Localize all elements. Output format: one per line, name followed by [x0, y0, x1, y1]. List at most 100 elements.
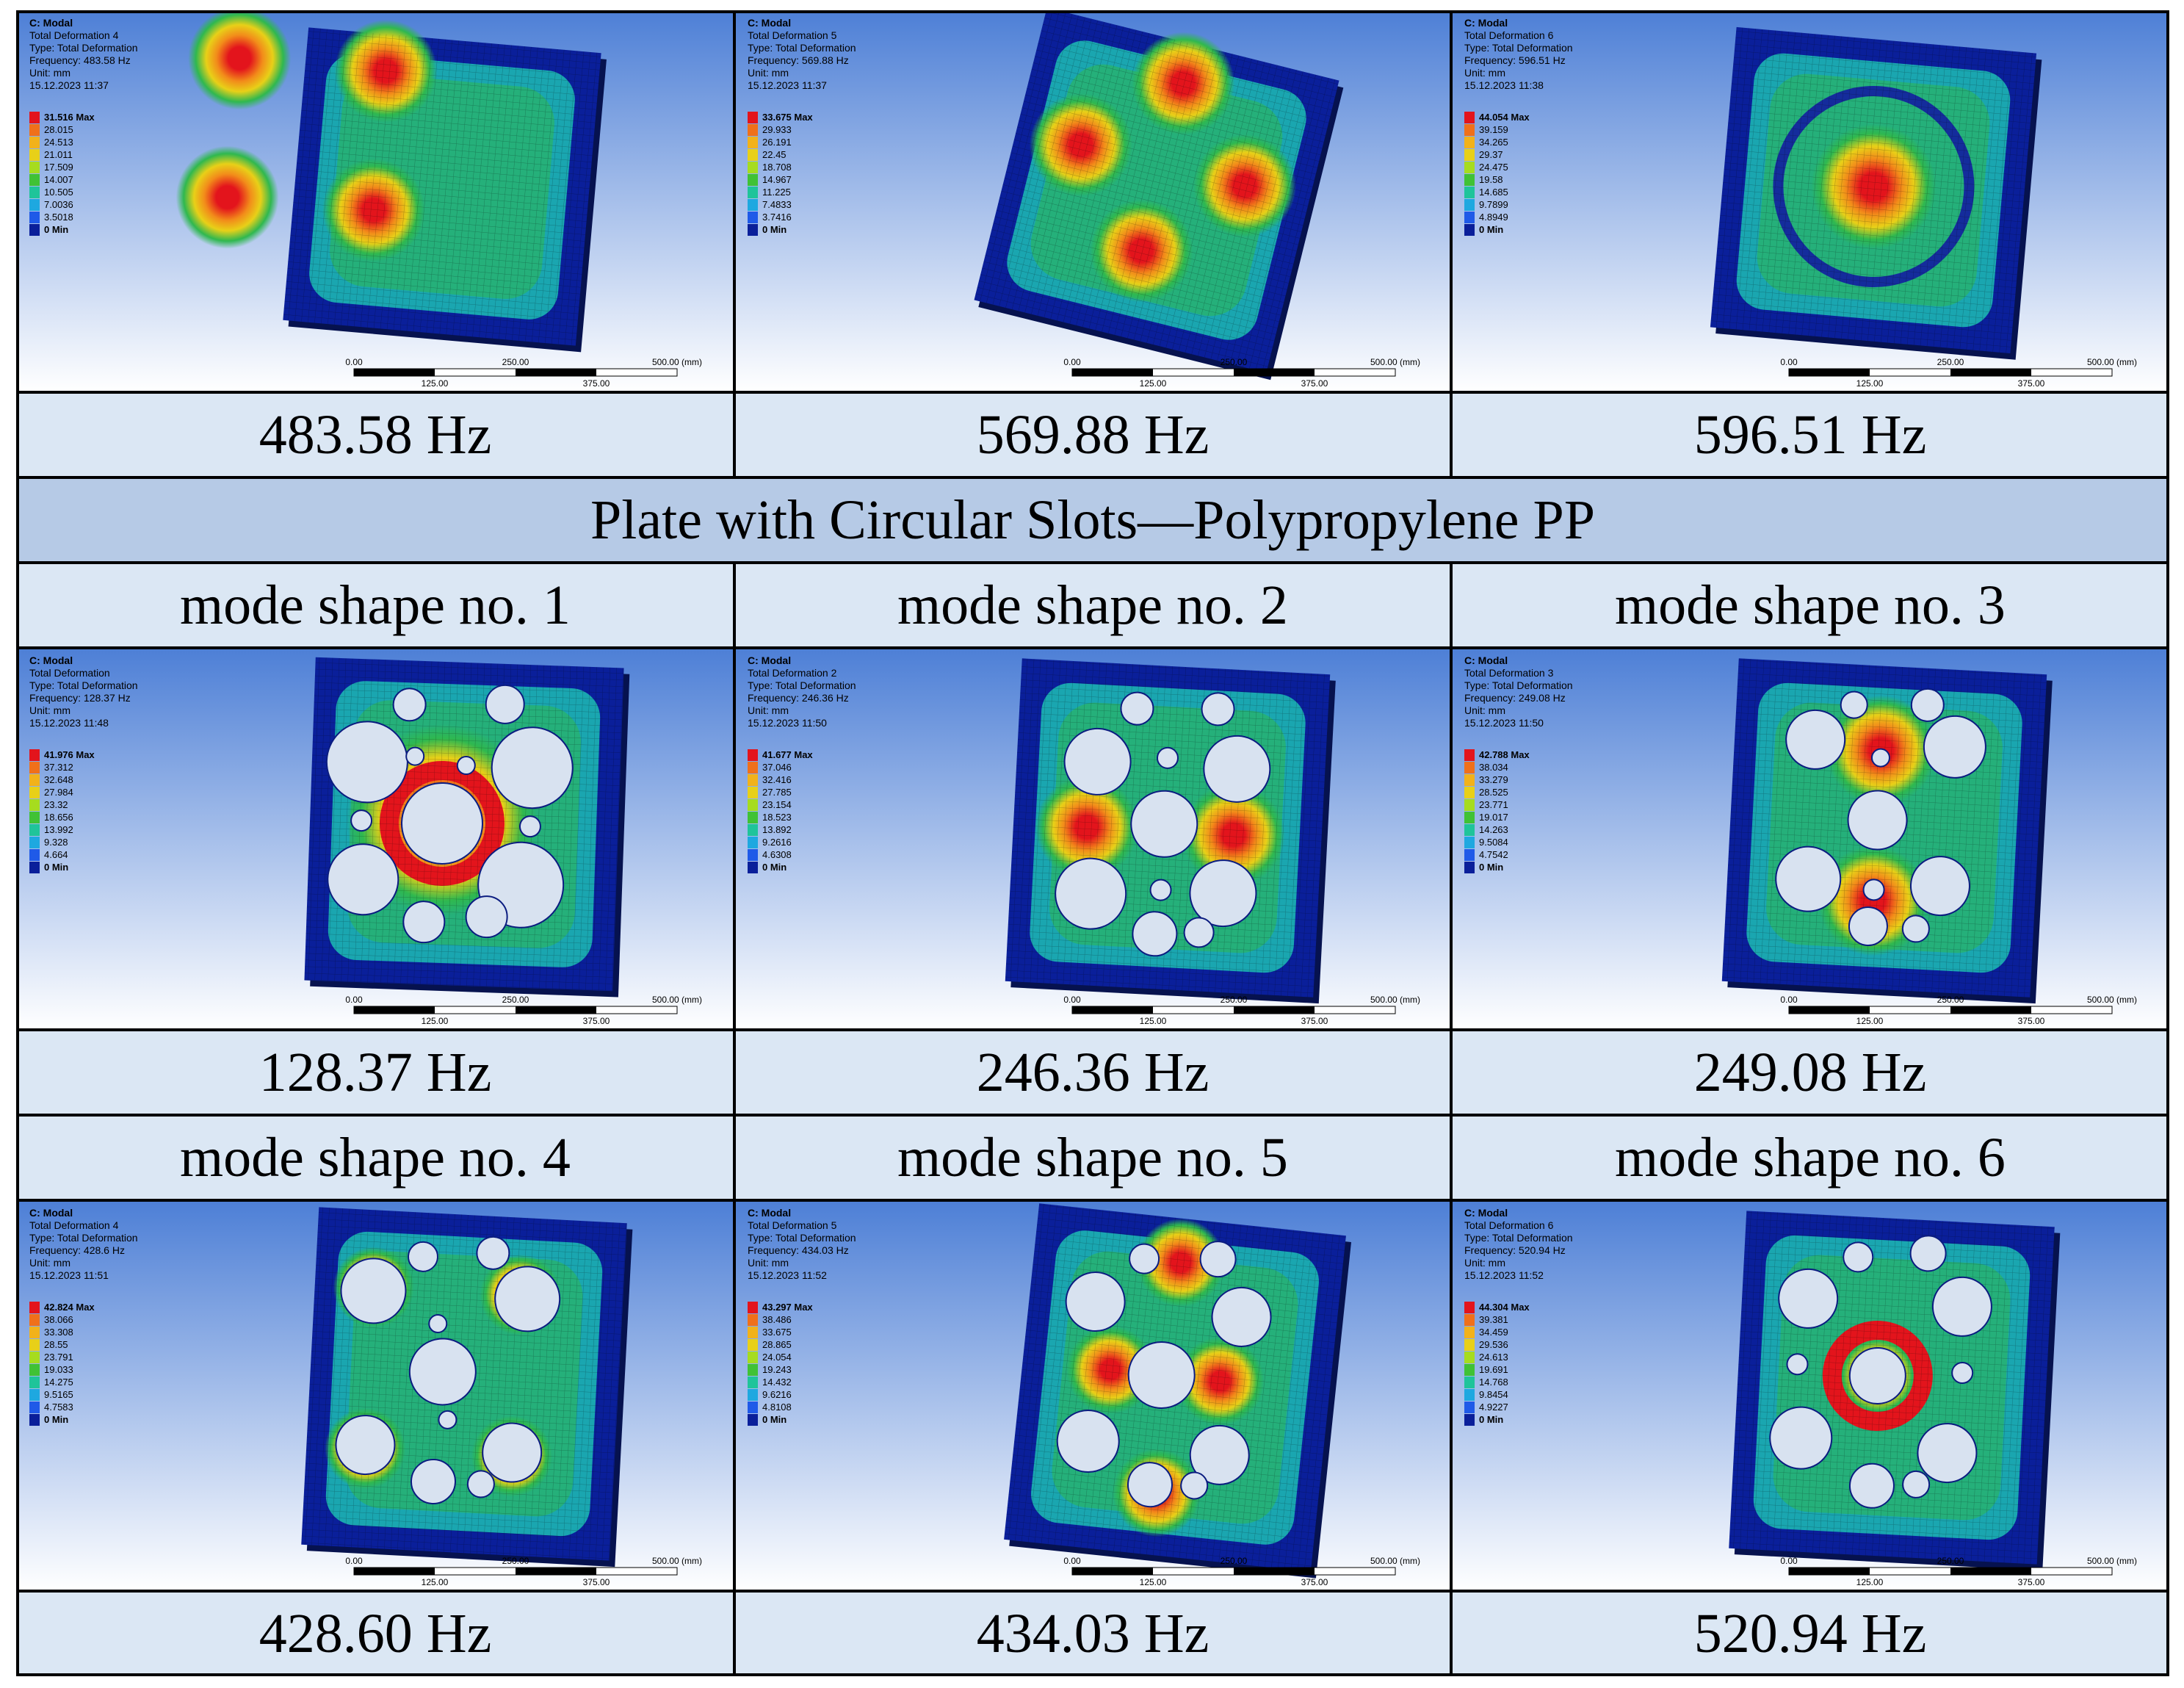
- analysis-info: Frequency: 596.51 Hz: [1464, 54, 1566, 66]
- analysis-info: Unit: mm: [1464, 704, 1505, 716]
- mode-label: mode shape no. 4: [16, 1115, 734, 1200]
- analysis-info: Unit: mm: [1464, 1257, 1505, 1269]
- mode-label: mode shape no. 6: [1451, 1115, 2169, 1200]
- mode-image-4: C: Modal Total Deformation Type: Total Def…: [16, 648, 734, 1030]
- legend-value: 22.45: [762, 149, 787, 160]
- mode-shape-table: C: Modal Total Deformation 4 Type: Total D…: [16, 10, 2169, 1676]
- mode-image-5: C: Modal Total Deformation 2 Type: Total D…: [734, 648, 1451, 1030]
- frequency-row-2: 128.37 Hz 246.36 Hz 249.08 Hz: [16, 1030, 2169, 1115]
- legend-value: 32.648: [44, 774, 73, 785]
- analysis-info: 15.12.2023 11:37: [748, 79, 827, 91]
- column-divider: [733, 10, 736, 477]
- legend-value: 9.328: [44, 837, 68, 848]
- row-divider: [16, 1114, 2169, 1117]
- legend-value: 9.8454: [1479, 1389, 1508, 1400]
- legend-value: 13.992: [44, 824, 73, 835]
- row-divider: [16, 1590, 2169, 1593]
- mode-image-7: C: Modal Total Deformation 4 Type: Total D…: [16, 1200, 734, 1591]
- legend-value: 19.58: [1479, 174, 1503, 185]
- legend-value: 23.32: [44, 799, 68, 810]
- scale-bar: 0.00 250.00 500.00 (mm) 125.00 375.00: [1063, 1556, 1420, 1587]
- analysis-title: C: Modal: [748, 1207, 791, 1219]
- scale-bar: 0.00 250.00 500.00 (mm) 125.00 375.00: [345, 357, 702, 389]
- deformed-plate: [176, 10, 607, 353]
- analysis-info: Frequency: 483.58 Hz: [29, 54, 131, 66]
- frequency-cell: 246.36 Hz: [734, 1030, 1451, 1115]
- scale-label: 0.00: [1063, 1556, 1081, 1566]
- scale-label: 125.00: [1856, 1016, 1884, 1026]
- table-border: [16, 1673, 2169, 1676]
- deformed-plate: [1710, 26, 2042, 360]
- analysis-title: C: Modal: [1464, 17, 1508, 29]
- analysis-info: Type: Total Deformation: [748, 42, 856, 54]
- mode-label-row-2: mode shape no. 4 mode shape no. 5 mode s…: [16, 1115, 2169, 1200]
- deformed-plate: [1004, 1203, 1352, 1579]
- mode-label: mode shape no. 1: [16, 563, 734, 648]
- legend-value: 14.275: [44, 1377, 73, 1388]
- legend-value: 43.297 Max: [762, 1302, 813, 1313]
- legend-value: 4.7583: [44, 1402, 73, 1413]
- scale-label: 250.00: [502, 357, 529, 367]
- legend-value: 4.7542: [1479, 849, 1508, 860]
- mode-image-6: C: Modal Total Deformation 3 Type: Total D…: [1451, 648, 2169, 1030]
- scale-label: 375.00: [2018, 378, 2045, 389]
- scale-label: 500.00 (mm): [1370, 357, 1420, 367]
- scale-label: 500.00 (mm): [2087, 1556, 2137, 1566]
- analysis-info: Frequency: 520.94 Hz: [1464, 1244, 1566, 1256]
- legend-value: 18.708: [762, 162, 792, 173]
- legend-value: 38.486: [762, 1314, 792, 1325]
- mode-label: mode shape no. 3: [1451, 563, 2169, 648]
- legend-value: 14.007: [44, 174, 73, 185]
- legend-value: 18.523: [762, 812, 792, 823]
- scale-label: 125.00: [1140, 1016, 1167, 1026]
- scale-label: 125.00: [422, 378, 449, 389]
- legend-value: 4.9227: [1479, 1402, 1508, 1413]
- legend-value: 0 Min: [762, 224, 787, 235]
- legend-value: 23.791: [44, 1352, 73, 1363]
- legend-value: 37.046: [762, 762, 792, 773]
- scale-label: 0.00: [1063, 357, 1081, 367]
- analysis-info: Unit: mm: [29, 704, 70, 716]
- scale-bar: 0.00 250.00 500.00 (mm) 125.00 375.00: [345, 995, 702, 1026]
- scale-label: 250.00: [1937, 357, 1964, 367]
- scale-label: 0.00: [1780, 357, 1798, 367]
- analysis-info: Frequency: 128.37 Hz: [29, 692, 131, 704]
- frequency-cell: 249.08 Hz: [1451, 1030, 2169, 1115]
- legend-value: 28.865: [762, 1339, 792, 1350]
- scale-label: 125.00: [422, 1577, 449, 1587]
- legend-value: 37.312: [44, 762, 73, 773]
- analysis-info: Total Deformation 3: [1464, 667, 1554, 679]
- scale-bar: 0.00 250.00 500.00 (mm) 125.00 375.00: [1063, 357, 1420, 389]
- frequency-row-3: 428.60 Hz 434.03 Hz 520.94 Hz: [16, 1591, 2169, 1676]
- scale-label: 250.00: [1221, 995, 1248, 1005]
- scale-label: 250.00: [502, 995, 529, 1005]
- row-divider: [16, 1199, 2169, 1202]
- legend-value: 41.976 Max: [44, 749, 95, 760]
- legend-value: 14.685: [1479, 187, 1508, 198]
- mode-image-2: C: Modal Total Deformation 5 Type: Total D…: [734, 10, 1451, 392]
- analysis-info: Total Deformation 6: [1464, 1219, 1554, 1231]
- scale-label: 250.00: [1937, 1556, 1964, 1566]
- legend-value: 27.785: [762, 787, 792, 798]
- mode-image-1: C: Modal Total Deformation 4 Type: Total D…: [16, 10, 734, 392]
- section-title: Plate with Circular Slots—Polypropylene …: [16, 477, 2169, 563]
- legend-value: 42.788 Max: [1479, 749, 1530, 760]
- scale-label: 250.00: [502, 1556, 529, 1566]
- analysis-info: Type: Total Deformation: [1464, 1232, 1573, 1244]
- table-border: [2166, 10, 2169, 1676]
- row-divider: [16, 646, 2169, 649]
- scale-label: 125.00: [1856, 378, 1884, 389]
- legend-value: 38.066: [44, 1314, 73, 1325]
- analysis-info: Frequency: 434.03 Hz: [748, 1244, 849, 1256]
- table-border: [16, 10, 2169, 13]
- frequency-cell: 569.88 Hz: [734, 392, 1451, 477]
- scale-label: 0.00: [1780, 995, 1798, 1005]
- analysis-title: C: Modal: [1464, 654, 1508, 666]
- legend-value: 33.308: [44, 1327, 73, 1338]
- legend-value: 9.5165: [44, 1389, 73, 1400]
